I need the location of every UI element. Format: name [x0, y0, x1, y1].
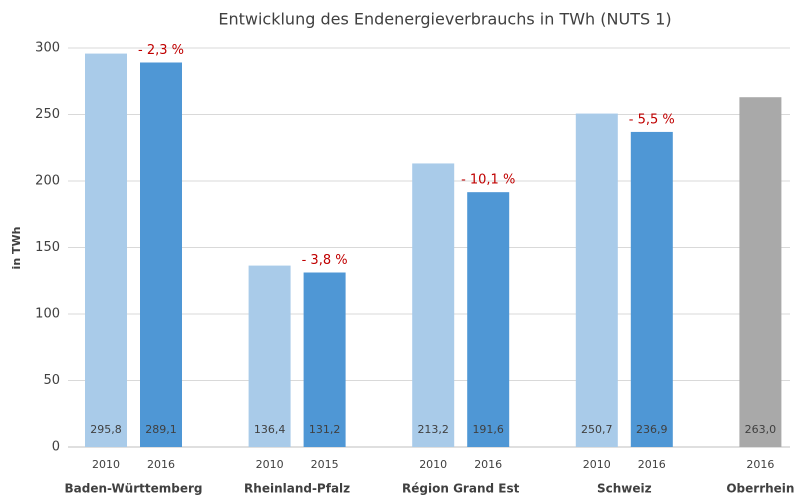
- x-tick-label: 2010: [256, 458, 284, 471]
- x-tick-label: 2016: [638, 458, 666, 471]
- value-label: 295,8: [90, 423, 122, 436]
- y-tick-label: 50: [43, 373, 60, 388]
- y-tick-label: 100: [35, 307, 60, 322]
- group-label: Oberrhein: [726, 482, 794, 496]
- y-tick-label: 300: [35, 41, 60, 56]
- value-label: 191,6: [472, 423, 504, 436]
- value-label: 250,7: [581, 423, 613, 436]
- bar: [303, 272, 346, 447]
- change-annotation: - 2,3 %: [138, 43, 184, 58]
- bar: [412, 163, 455, 447]
- group-label: Schweiz: [597, 482, 652, 496]
- x-tick-label: 2015: [311, 458, 339, 471]
- bar: [140, 62, 182, 447]
- y-tick-label: 150: [35, 240, 60, 255]
- x-tick-label: 2010: [92, 458, 120, 471]
- bar: [630, 131, 673, 447]
- group-label: Rheinland-Pfalz: [244, 482, 350, 496]
- group-label: Baden-Württemberg: [64, 482, 202, 496]
- value-label: 289,1: [145, 423, 177, 436]
- y-axis-label: in TWh: [10, 227, 23, 270]
- bar: [248, 265, 291, 447]
- bar: [467, 192, 510, 447]
- x-tick-label: 2010: [419, 458, 447, 471]
- x-tick-label: 2016: [147, 458, 175, 471]
- y-tick-label: 250: [35, 107, 60, 122]
- change-annotation: - 5,5 %: [629, 112, 675, 127]
- group-label: Région Grand Est: [402, 482, 520, 496]
- value-label: 213,2: [417, 423, 449, 436]
- x-tick-label: 2010: [583, 458, 611, 471]
- value-label: 136,4: [254, 423, 286, 436]
- chart-title: Entwicklung des Endenergieverbrauchs in …: [218, 10, 671, 29]
- bar: [575, 113, 618, 447]
- change-annotation: - 3,8 %: [302, 253, 348, 268]
- x-tick-label: 2016: [474, 458, 502, 471]
- change-annotation: - 10,1 %: [461, 173, 515, 188]
- bar: [739, 97, 782, 448]
- value-label: 131,2: [309, 423, 341, 436]
- value-label: 263,0: [745, 423, 777, 436]
- x-tick-label: 2016: [746, 458, 774, 471]
- y-tick-label: 200: [35, 174, 60, 189]
- value-label: 236,9: [636, 423, 668, 436]
- y-tick-label: 0: [52, 440, 60, 455]
- bar: [85, 53, 127, 447]
